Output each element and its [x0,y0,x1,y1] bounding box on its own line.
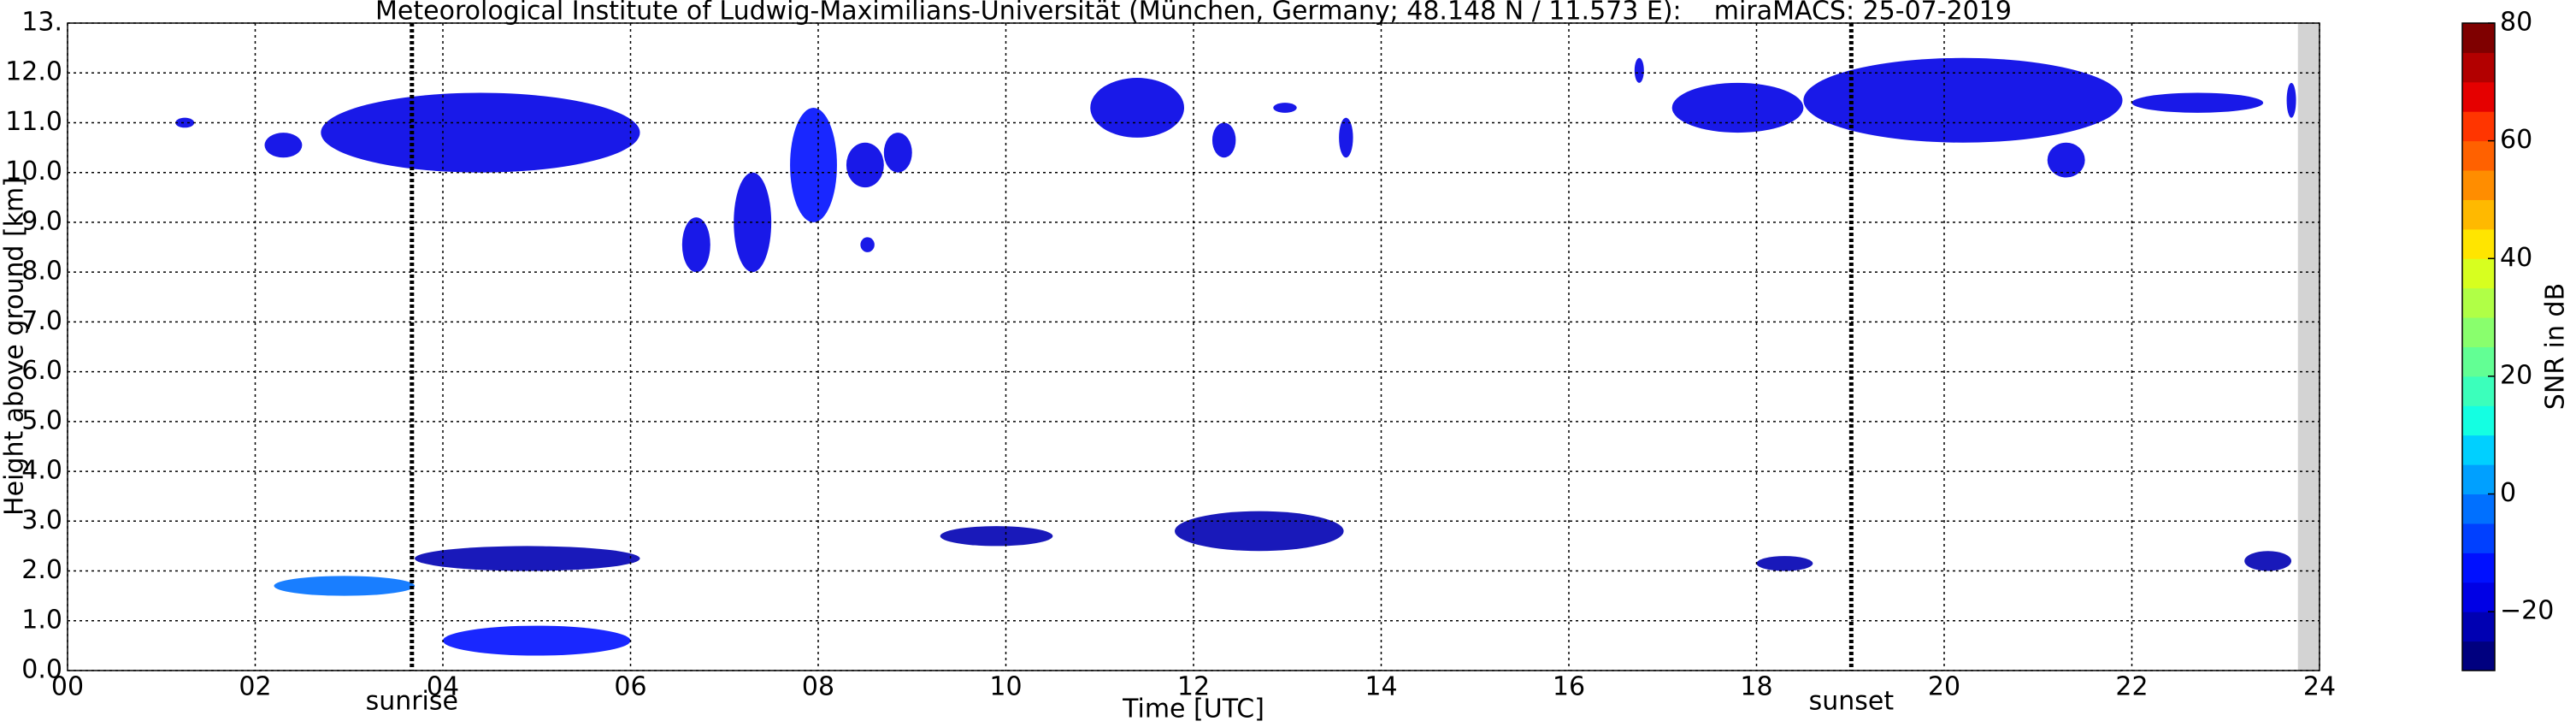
y-tick-label: 7.0 [21,306,62,336]
radar-echo [790,107,837,222]
colorbar-tick-label: 40 [2500,243,2532,273]
colorbar-tick-label: 80 [2500,8,2532,38]
colorbar-swatch [2462,375,2495,406]
y-tick-label: 12.0 [5,57,62,87]
radar-echo [264,133,303,158]
colorbar-swatch [2462,494,2495,524]
x-tick-label: 12 [1177,672,1210,702]
radar-echo [860,237,875,252]
x-tick-label: 20 [1928,672,1960,702]
y-tick-label: 0.0 [21,655,62,685]
colorbar-swatch [2462,612,2495,642]
colorbar-swatch [2462,81,2495,112]
colorbar-swatch [2462,111,2495,142]
y-tick-label: 11.0 [5,107,62,137]
colorbar-tick-label: −20 [2500,596,2554,626]
colorbar-swatch [2462,317,2495,347]
radar-echo [1339,117,1353,158]
colorbar-tick-label: 0 [2500,478,2516,508]
colorbar-frame [2461,22,2496,671]
x-tick-label: 06 [614,672,646,702]
y-tick-label: 4.0 [21,456,62,486]
radar-echo [1273,103,1297,113]
colorbar-swatch [2462,140,2495,171]
colorbar-swatch [2462,287,2495,318]
radar-echo [2286,82,2296,118]
radar-echo [846,142,884,188]
colorbar-swatch [2462,199,2495,230]
radar-echo [1634,57,1644,83]
no-data-region [2297,23,2320,671]
radar-echo [175,117,195,128]
colorbar-tick-label: 60 [2500,125,2532,155]
y-tick-label: 9.0 [21,206,62,236]
x-tick-label: 16 [1553,672,1585,702]
plot-frame [67,22,2320,671]
colorbar-swatch [2462,582,2495,612]
colorbar-swatch [2462,228,2495,259]
radar-echo [2047,142,2085,178]
colorbar-swatch [2462,170,2495,200]
radar-echo [1671,82,1804,133]
colorbar-swatch [2462,346,2495,377]
x-tick-label: 18 [1740,672,1772,702]
radar-echo [1211,122,1236,158]
colorbar-tick-label: 20 [2500,360,2532,390]
radar-echo [1175,511,1344,552]
radar-echo [1090,78,1185,138]
chart-title: Meteorological Institute of Ludwig-Maxim… [375,0,2012,27]
x-tick-label: 04 [427,672,459,702]
colorbar-swatch [2462,52,2495,83]
colorbar-swatch [2462,553,2495,583]
colorbar-label: SNR in dB [2541,283,2571,410]
x-tick-label: 00 [51,672,84,702]
sun-marker-label: sunrise [366,687,458,717]
x-tick-label: 08 [802,672,834,702]
radar-echo [415,546,640,571]
y-tick-label: 3.0 [21,505,62,535]
y-tick-label: 5.0 [21,405,62,435]
colorbar-swatch [2462,434,2495,465]
y-tick-label: 6.0 [21,356,62,386]
colorbar-swatch [2462,464,2495,495]
colorbar-swatch [2462,23,2495,53]
colorbar-swatch [2462,641,2495,671]
x-tick-label: 02 [239,672,271,702]
radar-echo [940,526,1053,547]
y-tick-label: 8.0 [21,257,62,287]
x-tick-label: 24 [2303,672,2336,702]
radar-echo [1803,57,2123,143]
colorbar-swatch [2462,523,2495,553]
radar-echo [734,172,772,273]
radar-echo [2244,551,2292,571]
radar-echo [443,625,631,656]
x-tick-label: 14 [1365,672,1397,702]
radar-echo [321,92,640,173]
y-tick-label: 2.0 [21,555,62,585]
radar-echo [1756,556,1813,571]
y-axis-label: Height above ground [km] [0,177,30,516]
radar-echo [2131,92,2264,113]
y-tick-label: 1.0 [21,605,62,635]
x-tick-label: 22 [2115,672,2148,702]
x-axis-label: Time [UTC] [1122,694,1264,724]
radar-echo [681,217,710,273]
colorbar-swatch [2462,258,2495,289]
sun-marker-label: sunset [1809,687,1895,717]
x-tick-label: 10 [989,672,1022,702]
radar-echo [883,133,912,173]
y-tick-label: 13. [21,8,62,38]
y-tick-label: 10.0 [5,157,62,186]
radar-echo [274,576,416,596]
colorbar-swatch [2462,405,2495,436]
